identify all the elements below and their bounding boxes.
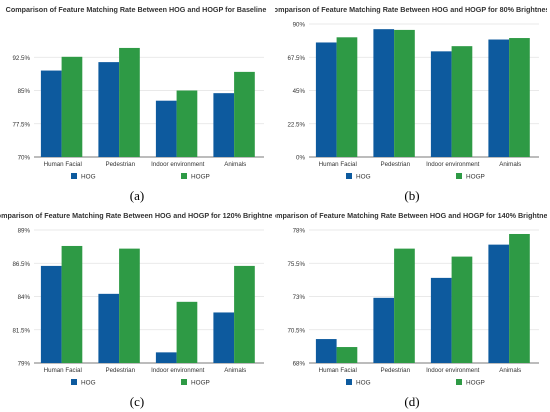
x-tick-label: Indoor environment: [151, 367, 205, 374]
caption-b: (b): [404, 188, 420, 203]
bar-hogp: [336, 37, 358, 157]
bar-hogp: [394, 29, 415, 158]
chart-svg-0: Comparison of Feature Matching Rate Betw…: [6, 5, 267, 181]
legend-label-hog: HOG: [356, 380, 371, 387]
legend-swatch-hogp: [181, 379, 187, 385]
bar-hogp: [61, 56, 83, 157]
bar-hogp: [451, 256, 473, 363]
bar-hog: [373, 29, 395, 157]
x-tick-label: Human Facial: [319, 367, 357, 374]
x-tick-label: Indoor environment: [426, 367, 480, 374]
legend-swatch-hogp: [456, 379, 462, 385]
y-tick-label: 70%: [18, 155, 31, 162]
bar-hog: [155, 100, 177, 157]
chart-title-line: Comparison of Feature Matching Rate Betw…: [6, 5, 267, 14]
legend-label-hogp: HOGP: [191, 174, 210, 181]
x-tick-label: Animals: [499, 161, 521, 168]
y-tick-label: 75.5%: [287, 261, 305, 268]
chart-svg-1: Comparison of Feature Matching Rate Betw…: [275, 5, 547, 181]
bar-hogp: [509, 38, 530, 157]
y-tick-label: 85%: [18, 88, 31, 95]
bar-hogp: [234, 265, 255, 363]
bar-hog: [98, 293, 120, 363]
bar-hog: [488, 244, 510, 363]
legend-label-hogp: HOGP: [466, 380, 485, 387]
caption-d: (d): [404, 394, 420, 409]
legend-label-hog: HOG: [81, 174, 96, 181]
x-tick-label: Animals: [499, 367, 521, 374]
chart-svg-3: Comparison of Feature Matching Rate Betw…: [275, 211, 547, 387]
bar-hog: [430, 277, 452, 363]
y-tick-label: 78%: [293, 228, 306, 235]
y-tick-label: 45%: [293, 88, 306, 95]
x-tick-label: Pedestrian: [105, 367, 135, 374]
bar-hogp: [451, 46, 473, 157]
bar-hogp: [119, 248, 140, 363]
x-tick-label: Human Facial: [44, 367, 82, 374]
y-tick-label: 79%: [18, 361, 31, 368]
chart-title-line: Comparison of Feature Matching Rate Betw…: [0, 211, 272, 220]
chart-title-line: Comparison of Feature Matching Rate Betw…: [275, 5, 547, 14]
caption-c: (c): [129, 394, 145, 409]
chart-panel-d: Comparison of Feature Matching Rate Betw…: [275, 206, 547, 394]
chart-svg-2: Comparison of Feature Matching Rate Betw…: [0, 211, 272, 387]
legend-swatch-hog: [346, 379, 352, 385]
x-tick-label: Human Facial: [44, 161, 82, 168]
y-tick-label: 84%: [18, 294, 31, 301]
bar-hogp: [176, 90, 198, 157]
chart-panel-c: Comparison of Feature Matching Rate Betw…: [0, 206, 272, 394]
bar-hogp: [234, 71, 255, 157]
legend-swatch-hog: [346, 173, 352, 179]
y-tick-label: 90%: [293, 22, 306, 29]
bar-hogp: [509, 233, 530, 363]
x-tick-label: Animals: [224, 161, 246, 168]
y-tick-label: 0%: [296, 155, 305, 162]
bar-hogp: [61, 245, 83, 363]
bar-hog: [40, 265, 62, 363]
y-tick-label: 70.5%: [287, 327, 305, 334]
bar-hog: [315, 339, 337, 363]
bar-hog: [373, 297, 395, 363]
x-tick-label: Pedestrian: [380, 367, 410, 374]
chart-panel-a: Comparison of Feature Matching Rate Betw…: [0, 0, 272, 188]
x-tick-label: Pedestrian: [105, 161, 135, 168]
legend-label-hog: HOG: [356, 174, 371, 181]
legend-swatch-hogp: [456, 173, 462, 179]
x-tick-label: Pedestrian: [380, 161, 410, 168]
x-tick-label: Indoor environment: [151, 161, 205, 168]
bar-hog: [488, 39, 510, 158]
chart-title-line: Comparison of Feature Matching Rate Betw…: [275, 211, 547, 220]
y-tick-label: 68%: [293, 361, 306, 368]
legend-label-hog: HOG: [81, 380, 96, 387]
bar-hogp: [336, 347, 358, 363]
bar-hog: [98, 62, 120, 158]
x-tick-label: Human Facial: [319, 161, 357, 168]
y-tick-label: 22.5%: [287, 121, 305, 128]
bar-hog: [315, 42, 337, 157]
y-tick-label: 81.5%: [12, 327, 30, 334]
bar-hog: [155, 352, 177, 363]
bar-hog: [430, 51, 452, 157]
x-tick-label: Animals: [224, 367, 246, 374]
bar-hogp: [119, 47, 140, 157]
bar-hogp: [176, 301, 198, 363]
y-tick-label: 86.5%: [12, 261, 30, 268]
y-tick-label: 92.5%: [12, 55, 30, 62]
y-tick-label: 89%: [18, 228, 31, 235]
legend-swatch-hog: [71, 379, 77, 385]
legend-label-hogp: HOGP: [466, 174, 485, 181]
x-tick-label: Indoor environment: [426, 161, 480, 168]
bar-hogp: [394, 248, 415, 363]
legend-swatch-hog: [71, 173, 77, 179]
bar-hog: [213, 93, 235, 157]
y-tick-label: 67.5%: [287, 55, 305, 62]
chart-panel-b: Comparison of Feature Matching Rate Betw…: [275, 0, 547, 188]
legend-swatch-hogp: [181, 173, 187, 179]
bar-hog: [40, 70, 62, 157]
legend-label-hogp: HOGP: [191, 380, 210, 387]
bar-hog: [213, 312, 235, 363]
y-tick-label: 73%: [293, 294, 306, 301]
caption-a: (a): [129, 188, 145, 203]
y-tick-label: 77.5%: [12, 121, 30, 128]
